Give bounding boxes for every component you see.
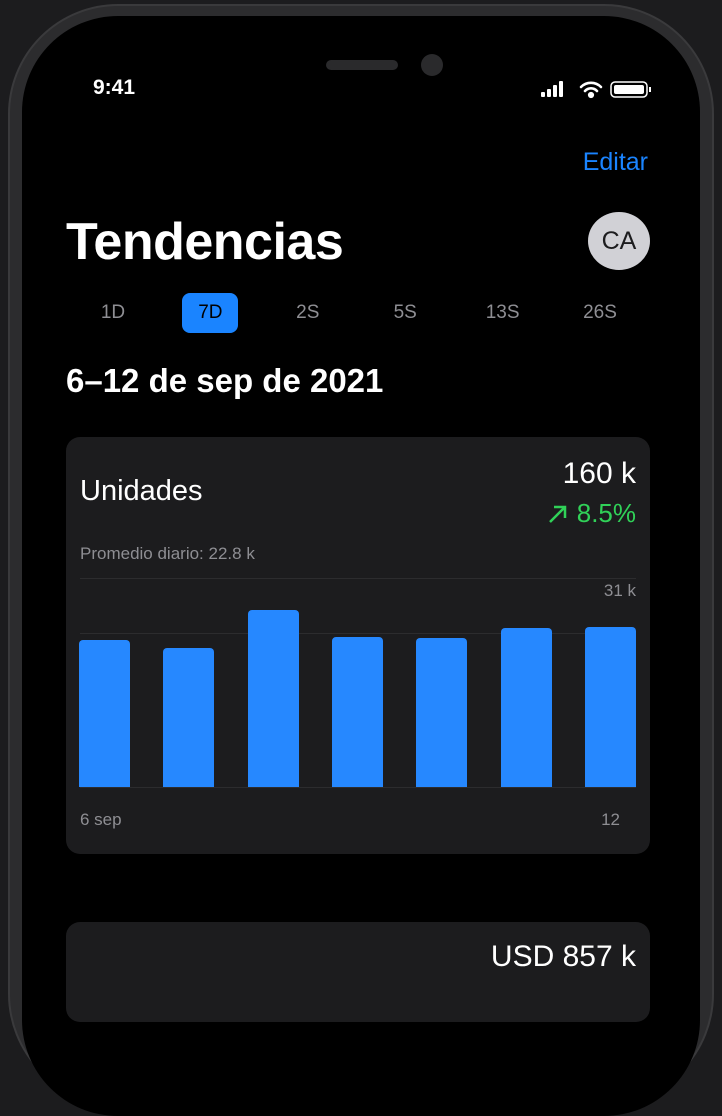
bar-5[interactable]	[500, 627, 552, 787]
segment-26s[interactable]: 26S	[583, 302, 617, 323]
segment-7d[interactable]: 7D	[182, 293, 239, 333]
date-range: 6–12 de sep de 2021	[66, 362, 384, 399]
status-time: 9:41	[93, 76, 136, 99]
change-value: 8.5%	[576, 498, 636, 528]
status-icons	[541, 81, 651, 99]
x-tick-start: 6 sep	[80, 810, 122, 829]
bar-6[interactable]	[584, 627, 636, 787]
bar-4[interactable]	[416, 638, 468, 787]
units-total: 160 k	[562, 457, 636, 490]
speaker	[326, 60, 398, 70]
segment-5s[interactable]: 5S	[393, 302, 417, 323]
arrow-up-right-icon	[548, 505, 566, 523]
gridline-top	[80, 578, 636, 579]
segment-13s[interactable]: 13S	[485, 302, 520, 323]
bar-3[interactable]	[331, 637, 383, 787]
segment-2s[interactable]: 2S	[296, 302, 320, 323]
battery-icon	[610, 81, 651, 98]
bar-1[interactable]	[163, 648, 215, 787]
bar-0[interactable]	[79, 640, 130, 787]
daily-average: Promedio diario: 22.8 k	[80, 544, 255, 563]
edit-button[interactable]: Editar	[582, 148, 648, 176]
x-tick-end: 12	[601, 810, 620, 829]
revenue-total: USD 857 k	[490, 940, 636, 973]
units-title: Unidades	[80, 475, 203, 507]
change-badge: 8.5%	[547, 498, 636, 529]
y-tick-label: 31 k	[603, 581, 636, 600]
wifi-icon	[579, 81, 603, 99]
average-line	[80, 633, 636, 635]
camera	[421, 54, 443, 76]
baseline	[80, 787, 636, 788]
avatar[interactable]: CA	[588, 212, 650, 270]
page-title: Tendencias	[66, 213, 344, 271]
bar-2[interactable]	[247, 609, 299, 787]
segment-1d[interactable]: 1D	[100, 302, 126, 323]
signal-icon	[541, 81, 563, 97]
